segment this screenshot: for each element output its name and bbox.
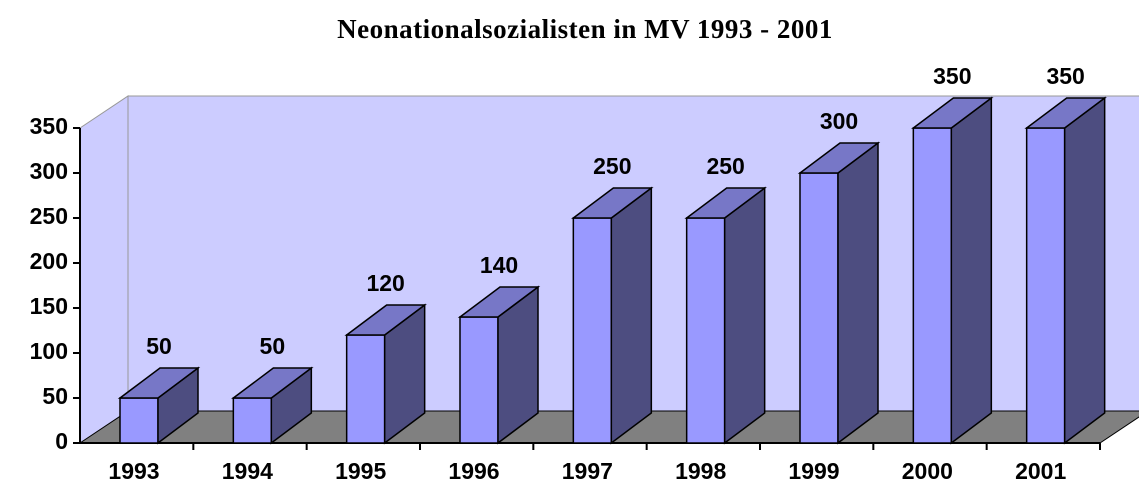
bar [1024, 96, 1107, 445]
x-tick-label: 1993 [108, 458, 159, 484]
bar [231, 366, 314, 445]
y-tick-label: 300 [30, 158, 68, 184]
x-tick-label: 2000 [902, 458, 953, 484]
bar-top [457, 286, 541, 318]
bar [117, 366, 201, 445]
value-label: 50 [146, 333, 172, 359]
bar-top [911, 97, 994, 129]
bar-top [231, 367, 314, 399]
x-tick-label: 1998 [675, 458, 726, 484]
bar-front [119, 397, 159, 444]
y-tick-label: 100 [30, 338, 68, 364]
y-tick-label: 200 [30, 248, 68, 274]
bar-front [912, 127, 953, 444]
bar [684, 186, 767, 445]
chart-title: Neonationalsozialisten in MV 1993 - 2001 [337, 14, 833, 44]
bar [344, 303, 427, 445]
bar-front [345, 334, 386, 444]
y-tick-label: 50 [42, 383, 68, 409]
bar-side [610, 186, 653, 445]
value-label: 250 [593, 153, 631, 179]
value-label: 300 [820, 108, 858, 134]
value-label: 50 [260, 333, 286, 359]
bar-front [799, 172, 839, 444]
x-tick-label: 1996 [448, 458, 499, 484]
bar [571, 186, 654, 445]
bar-front [685, 217, 726, 444]
bar-top [797, 142, 881, 174]
bar [457, 285, 541, 445]
y-tick-label: 350 [30, 113, 68, 139]
value-label: 350 [933, 63, 971, 89]
bar-side [837, 141, 879, 445]
bar-front [232, 397, 273, 444]
y-tick-label: 150 [30, 293, 68, 319]
value-label: 120 [366, 270, 404, 296]
y-tick-label: 0 [55, 428, 68, 454]
x-tick-label: 2001 [1015, 458, 1066, 484]
bar-side [1063, 96, 1106, 445]
value-label: 140 [480, 252, 518, 278]
side-wall [79, 95, 129, 444]
bar-top [117, 367, 201, 399]
x-tick-label: 1995 [335, 458, 386, 484]
bar [797, 141, 881, 445]
bar-side [950, 96, 993, 445]
bar [911, 96, 994, 445]
bar-side [723, 186, 766, 445]
y-tick-label: 250 [30, 203, 68, 229]
x-tick-label: 1999 [788, 458, 839, 484]
bar-front [459, 316, 499, 444]
x-tick-label: 1997 [562, 458, 613, 484]
value-label: 250 [706, 153, 744, 179]
bar-top [1024, 97, 1107, 129]
bar-top [571, 187, 654, 219]
bar-front [572, 217, 613, 444]
bar-top [344, 304, 427, 336]
value-label: 350 [1046, 63, 1084, 89]
bar-top [684, 187, 767, 219]
bar-front [1025, 127, 1066, 444]
x-tick-label: 1994 [222, 458, 273, 484]
